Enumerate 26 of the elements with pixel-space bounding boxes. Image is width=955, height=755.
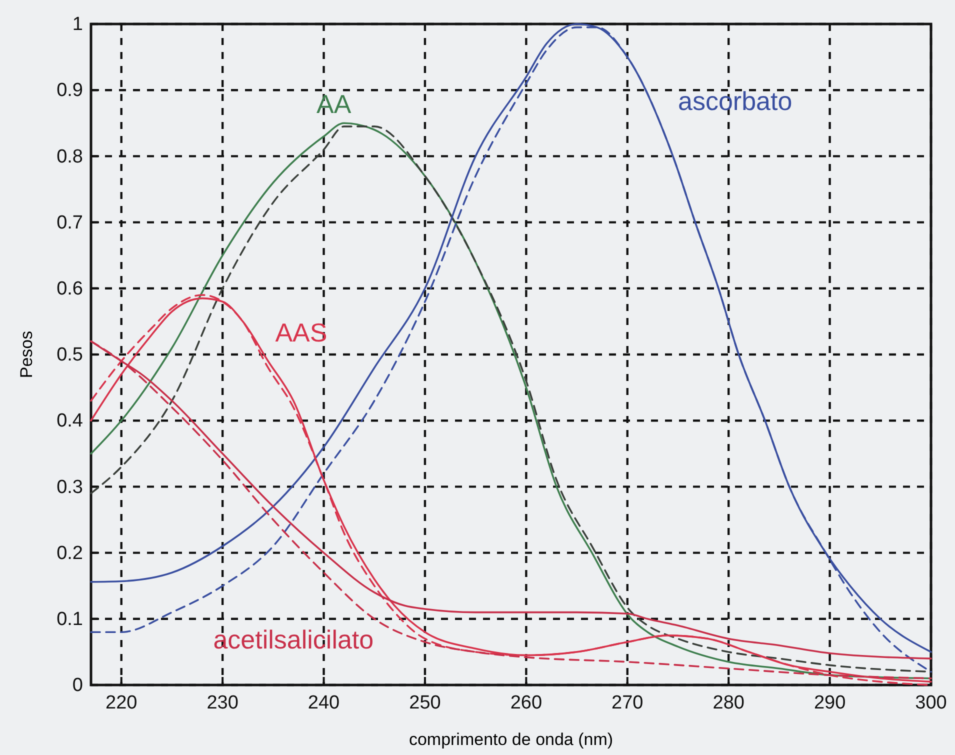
x-tick-label: 250 [409, 692, 441, 714]
x-tick-label: 290 [814, 692, 846, 714]
x-tick-label: 300 [915, 692, 947, 714]
y-tick-label: 0 [72, 675, 83, 696]
x-axis-title: comprimento de onda (nm) [408, 730, 614, 749]
y-tick-label: 0.1 [56, 608, 83, 630]
y-tick-label: 0.9 [56, 80, 83, 102]
y-tick-label: 0.6 [56, 278, 83, 300]
y-axis-title: Pesos [17, 330, 36, 378]
y-tick-label: 0.4 [56, 410, 84, 432]
x-tick-label: 220 [106, 692, 138, 714]
series-label: ascorbato [678, 86, 792, 116]
y-tick-label: 0.7 [56, 212, 83, 234]
x-tick-label: 280 [712, 692, 744, 714]
y-tick-label: 0.5 [56, 344, 83, 366]
x-tick-label: 240 [308, 692, 340, 714]
y-tick-label: 0.3 [56, 476, 83, 498]
y-tick-label: 0.8 [56, 146, 83, 168]
series-label: AAS [275, 317, 328, 348]
x-tick-label: 260 [510, 692, 542, 714]
series-label: acetilsalicilato [213, 624, 374, 655]
y-tick-label: 0.2 [56, 542, 83, 564]
series-label: AA [316, 89, 352, 120]
x-tick-label: 270 [612, 692, 644, 714]
y-tick-label: 1 [72, 14, 83, 36]
x-tick-label: 230 [206, 692, 238, 714]
